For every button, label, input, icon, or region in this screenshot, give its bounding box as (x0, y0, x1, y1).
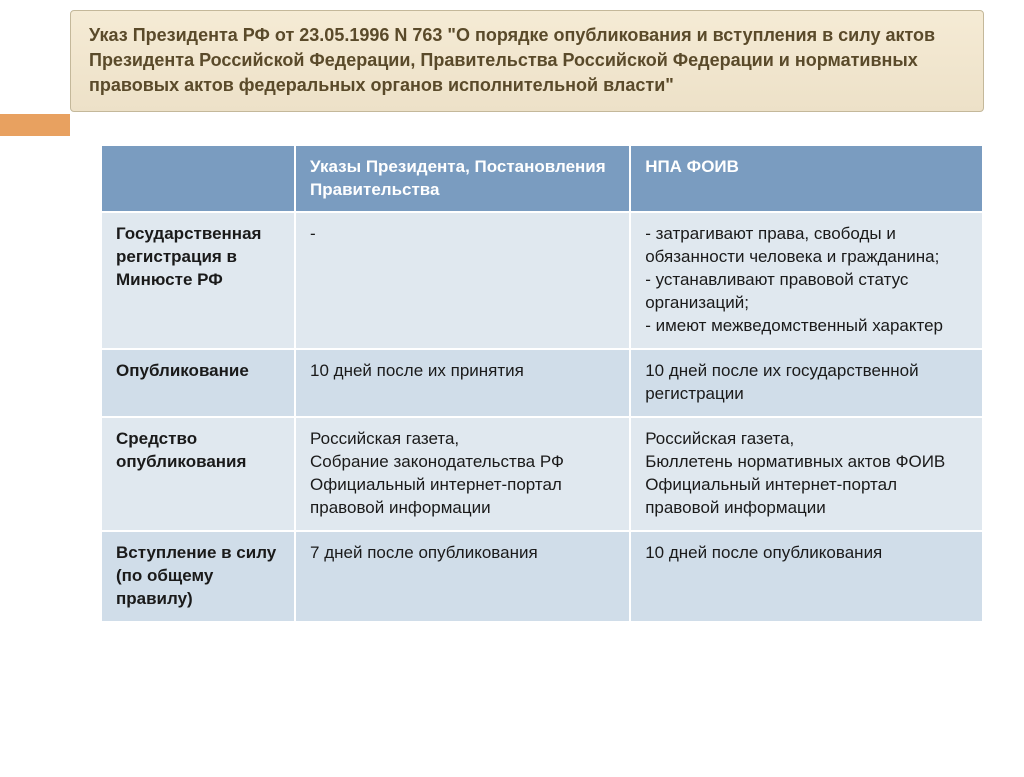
decree-title: Указ Президента РФ от 23.05.1996 N 763 "… (89, 25, 935, 95)
comparison-table: Указы Президента, Постановления Правител… (100, 144, 984, 623)
cell: 7 дней после опубликования (295, 531, 630, 622)
cell: 10 дней после опубликования (630, 531, 983, 622)
row-label: Вступление в силу (по общему правилу) (101, 531, 295, 622)
cell: - (295, 212, 630, 349)
table-row: Средство опубликования Российская газета… (101, 417, 983, 531)
table-row: Вступление в силу (по общему правилу) 7 … (101, 531, 983, 622)
row-label: Государственная регистрация в Минюсте РФ (101, 212, 295, 349)
cell: 10 дней после их государственной регистр… (630, 349, 983, 417)
table-row: Государственная регистрация в Минюсте РФ… (101, 212, 983, 349)
cell: Российская газета,Собрание законодательс… (295, 417, 630, 531)
comparison-table-wrap: Указы Президента, Постановления Правител… (100, 144, 984, 623)
table-header-row: Указы Президента, Постановления Правител… (101, 145, 983, 213)
header-cell-decrees: Указы Президента, Постановления Правител… (295, 145, 630, 213)
row-label: Опубликование (101, 349, 295, 417)
accent-bar (0, 114, 70, 136)
cell: - затрагивают права, свободы и обязаннос… (630, 212, 983, 349)
cell: 10 дней после их принятия (295, 349, 630, 417)
header-cell-npa: НПА ФОИВ (630, 145, 983, 213)
row-label: Средство опубликования (101, 417, 295, 531)
header-cell-blank (101, 145, 295, 213)
table-row: Опубликование 10 дней после их принятия … (101, 349, 983, 417)
cell: Российская газета,Бюллетень нормативных … (630, 417, 983, 531)
decree-header: Указ Президента РФ от 23.05.1996 N 763 "… (70, 10, 984, 112)
